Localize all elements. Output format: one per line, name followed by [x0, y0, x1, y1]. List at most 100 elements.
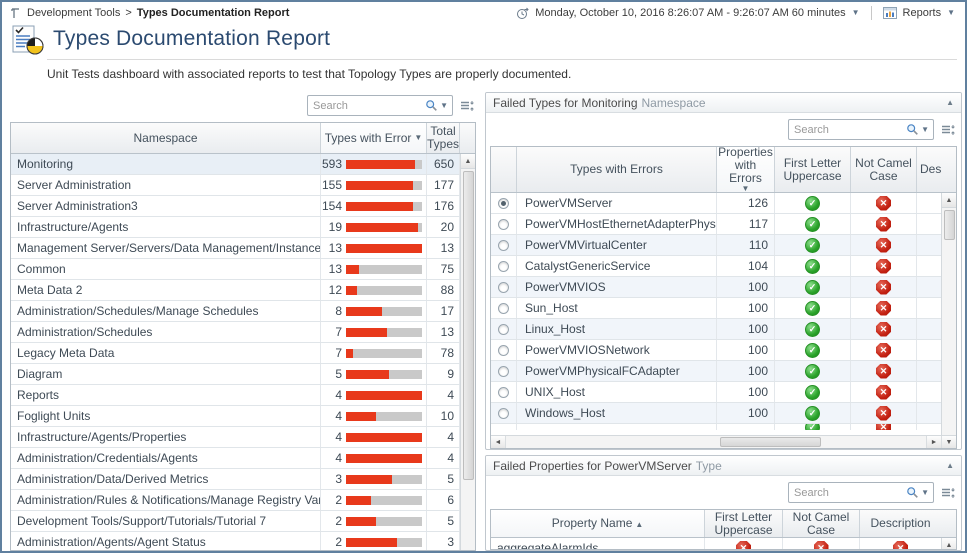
namespace-row[interactable]: Server Administration 155 177 [11, 175, 460, 196]
properties-with-errors-cell: 100 [717, 361, 775, 381]
namespace-row[interactable]: Foglight Units 4 10 [11, 406, 460, 427]
row-radio[interactable] [498, 197, 509, 209]
error-ratio-bar [346, 537, 422, 547]
type-name-cell: Linux_Host [517, 319, 717, 339]
column-header-first-letter-uppercase[interactable]: First Letter Uppercase [705, 510, 783, 537]
row-radio[interactable] [498, 218, 509, 230]
namespace-row[interactable]: Infrastructure/Agents/Properties 4 4 [11, 427, 460, 448]
column-header-description-clipped[interactable]: Des [920, 162, 941, 176]
search-options-dropdown-icon[interactable]: ▼ [921, 124, 929, 134]
scrollbar-thumb[interactable] [720, 437, 821, 447]
time-range-label[interactable]: Monday, October 10, 2016 8:26:07 AM - 9:… [535, 7, 846, 19]
scrollbar-thumb[interactable] [462, 171, 474, 480]
namespace-row[interactable]: Development Tools/Support/Tutorials/Tuto… [11, 511, 460, 532]
failed-type-row[interactable]: Sun_Host 100 ✓ ✕ [491, 298, 941, 319]
row-radio[interactable] [498, 344, 509, 356]
failed-type-row[interactable]: PowerVMServer 126 ✓ ✕ [491, 193, 941, 214]
failed-types-search-input[interactable] [794, 123, 905, 136]
column-header-description[interactable]: Description [870, 516, 931, 530]
namespace-search-input[interactable] [313, 99, 424, 112]
failed-types-vertical-scrollbar[interactable]: ▲ [941, 193, 956, 435]
column-header-property-name[interactable]: Property Name ▲ [491, 510, 705, 537]
column-header-namespace[interactable]: Namespace [11, 123, 321, 153]
row-radio[interactable] [498, 407, 509, 419]
table-customizer-icon[interactable] [460, 100, 474, 112]
column-header-not-camel-case[interactable]: Not Camel Case [851, 147, 917, 192]
namespace-row[interactable]: Administration/Schedules 7 13 [11, 322, 460, 343]
namespace-row[interactable]: Infrastructure/Agents 19 20 [11, 217, 460, 238]
namespace-row[interactable]: Monitoring 593 650 [11, 154, 460, 175]
reports-menu-label[interactable]: Reports [902, 7, 942, 19]
collapse-panel-icon[interactable]: ▲ [946, 461, 954, 470]
table-customizer-icon[interactable] [941, 124, 955, 136]
scroll-up-icon[interactable]: ▲ [941, 538, 956, 549]
namespace-row[interactable]: Common 13 75 [11, 259, 460, 280]
row-radio[interactable] [498, 281, 509, 293]
search-options-dropdown-icon[interactable]: ▼ [921, 487, 929, 497]
namespace-row[interactable]: Administration/Data/Derived Metrics 3 5 [11, 469, 460, 490]
time-range-dropdown-icon[interactable]: ▼ [851, 8, 860, 17]
failed-property-row[interactable]: aggregateAlarmIds ✕ ✕ ✕ [491, 538, 941, 549]
failed-type-row[interactable]: UNIX_Host 100 ✓ ✕ [491, 382, 941, 403]
failed-properties-search-input[interactable] [794, 486, 905, 499]
column-header-not-camel-case[interactable]: Not Camel Case [783, 510, 860, 537]
row-radio[interactable] [498, 302, 509, 314]
row-radio[interactable] [498, 260, 509, 272]
namespace-row[interactable]: Administration/Rules & Notifications/Man… [11, 490, 460, 511]
header-scrollbar-stub [460, 123, 475, 153]
error-ratio-bar [346, 285, 422, 295]
failed-type-row[interactable]: PowerVMVIOSNetwork 100 ✓ ✕ [491, 340, 941, 361]
column-header-types-with-error[interactable]: Types with Error ▼ [321, 123, 427, 153]
row-radio[interactable] [498, 365, 509, 377]
namespace-row[interactable]: Administration/Schedules/Manage Schedule… [11, 301, 460, 322]
table-customizer-icon[interactable] [941, 487, 955, 499]
namespace-row[interactable]: Administration/Agents/Agent Status 2 3 [11, 532, 460, 550]
namespace-row[interactable]: Diagram 5 9 [11, 364, 460, 385]
failed-properties-vertical-scrollbar[interactable]: ▲ [941, 538, 956, 549]
error-ratio-bar [346, 432, 422, 442]
failed-type-row[interactable]: Linux_Host 100 ✓ ✕ [491, 319, 941, 340]
properties-with-errors-cell: 117 [717, 214, 775, 234]
namespace-row[interactable]: Reports 4 4 [11, 385, 460, 406]
failed-types-table: Types with Errors Properties with Errors… [490, 146, 957, 449]
namespace-row[interactable]: Legacy Meta Data 7 78 [11, 343, 460, 364]
namespace-row[interactable]: Management Server/Servers/Data Managemen… [11, 238, 460, 259]
row-radio[interactable] [498, 239, 509, 251]
failed-type-row[interactable]: Windows_Host 100 ✓ ✕ [491, 403, 941, 424]
failed-type-row[interactable]: PowerVMVirtualCenter 110 ✓ ✕ [491, 235, 941, 256]
search-icon[interactable] [906, 486, 919, 499]
namespace-row[interactable]: Administration/Credentials/Agents 4 4 [11, 448, 460, 469]
failed-type-row[interactable]: PowerVMHostEthernetAdapterPhysicalPort11… [491, 214, 941, 235]
scroll-right-icon[interactable]: ► [926, 436, 941, 448]
column-header-first-letter-uppercase[interactable]: First Letter Uppercase [775, 147, 851, 192]
error-count: 4 [335, 388, 342, 402]
namespace-row[interactable]: Server Administration3 154 176 [11, 196, 460, 217]
search-icon[interactable] [425, 99, 438, 112]
column-header-properties-with-errors[interactable]: Properties with Errors ▼ [717, 147, 775, 192]
scroll-down-icon[interactable]: ▼ [941, 436, 956, 448]
scroll-left-icon[interactable]: ◄ [491, 436, 506, 448]
row-radio[interactable] [498, 323, 509, 335]
row-radio[interactable] [498, 386, 509, 398]
failed-type-row[interactable]: PowerVMVIOS 100 ✓ ✕ [491, 277, 941, 298]
error-ratio-bar [346, 453, 422, 463]
reports-dropdown-icon[interactable]: ▼ [947, 8, 955, 17]
failed-type-row[interactable]: CatalystGenericService 104 ✓ ✕ [491, 256, 941, 277]
namespace-row[interactable]: Meta Data 2 12 88 [11, 280, 460, 301]
failed-type-row[interactable]: ✓ ✕ [491, 424, 941, 430]
scroll-up-icon[interactable]: ▲ [941, 193, 956, 208]
namespace-vertical-scrollbar[interactable]: ▲ [460, 154, 475, 550]
search-options-dropdown-icon[interactable]: ▼ [440, 100, 448, 110]
failed-type-row[interactable]: PowerVMPhysicalFCAdapter 100 ✓ ✕ [491, 361, 941, 382]
search-icon[interactable] [906, 123, 919, 136]
type-name-cell: PowerVMPhysicalFCAdapter [517, 361, 717, 381]
scroll-up-icon[interactable]: ▲ [460, 154, 475, 169]
history-icon[interactable] [10, 7, 22, 19]
column-header-total-types[interactable]: Total Types [427, 123, 460, 153]
collapse-panel-icon[interactable]: ▲ [946, 98, 954, 107]
column-header-types-with-errors[interactable]: Types with Errors [517, 147, 717, 192]
failed-types-horizontal-scrollbar[interactable]: ◄ ► ▼ [491, 435, 956, 448]
report-page-icon [11, 23, 44, 55]
breadcrumb-item[interactable]: Development Tools [27, 7, 121, 19]
scrollbar-thumb[interactable] [943, 210, 955, 240]
